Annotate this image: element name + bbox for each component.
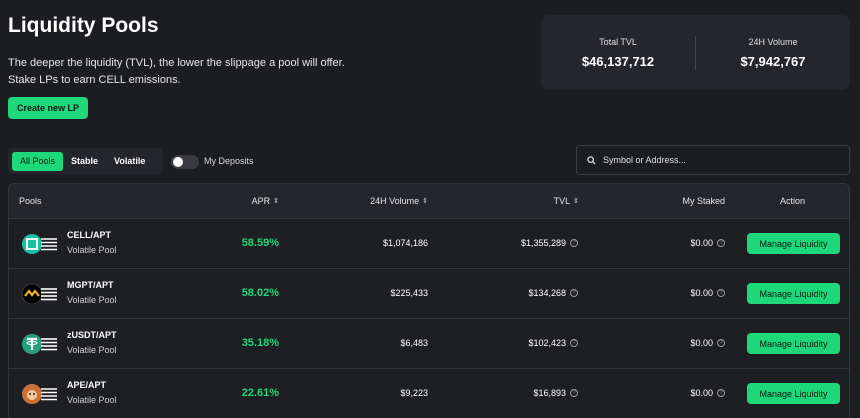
pool-staked: $0.00? xyxy=(690,288,725,298)
manage-liquidity-button[interactable]: Manage Liquidity xyxy=(747,233,840,254)
pool-name[interactable]: APE/APT xyxy=(67,380,107,390)
search-box xyxy=(576,145,850,175)
info-icon[interactable]: ? xyxy=(570,389,578,397)
pool-staked-value: $0.00 xyxy=(690,338,713,348)
header-apr-label: APR xyxy=(251,196,271,206)
header-staked-label: My Staked xyxy=(682,196,725,206)
header-volume[interactable]: 24H Volume ⇕ xyxy=(370,196,428,206)
pool-staked: $0.00? xyxy=(690,238,725,248)
header-action-label: Action xyxy=(780,196,806,206)
cell-token-icon xyxy=(22,234,57,254)
pool-staked: $0.00? xyxy=(690,338,725,348)
pool-staked-value: $0.00 xyxy=(690,388,713,398)
pool-type: Volatile Pool xyxy=(67,345,117,355)
volume-label: 24H Volume xyxy=(748,36,798,47)
info-icon[interactable]: ? xyxy=(570,339,578,347)
header-pools-label: Pools xyxy=(19,196,42,206)
table-row: zUSDT/APT Volatile Pool 35.18% $6,483 $1… xyxy=(9,318,849,368)
pool-tvl-value: $1,355,289 xyxy=(520,238,566,248)
table-header: Pools APR ⇕ 24H Volume ⇕ TVL ⇕ My Staked… xyxy=(9,184,849,218)
total-tvl-label: Total TVL xyxy=(599,36,637,47)
pool-tvl: $102,423? xyxy=(528,338,578,348)
sort-icon: ⇕ xyxy=(422,198,428,205)
volume-value: $7,942,767 xyxy=(740,53,806,69)
pool-apr: 22.61% xyxy=(241,387,279,399)
pool-type: Volatile Pool xyxy=(67,395,117,405)
pool-filter-tabs: All Pools Stable Volatile xyxy=(8,148,163,174)
pool-name[interactable]: zUSDT/APT xyxy=(67,330,117,340)
manage-liquidity-button[interactable]: Manage Liquidity xyxy=(747,333,840,354)
info-icon[interactable]: ? xyxy=(717,339,725,347)
table-row: APE/APT Volatile Pool 22.61% $9,223 $16,… xyxy=(9,368,849,418)
pool-tvl: $134,268? xyxy=(528,288,578,298)
sort-icon: ⇕ xyxy=(273,198,279,205)
table-row: MGPT/APT Volatile Pool 58.02% $225,433 $… xyxy=(9,268,849,318)
mgpt-token-icon xyxy=(21,283,57,305)
tab-all-pools[interactable]: All Pools xyxy=(12,151,64,171)
toggle-knob xyxy=(173,157,183,167)
pool-volume: $6,483 xyxy=(400,338,428,348)
pool-apr: 35.18% xyxy=(241,337,279,349)
pool-staked-value: $0.00 xyxy=(690,288,713,298)
pool-tvl-value: $134,268 xyxy=(528,288,566,298)
info-icon[interactable]: ? xyxy=(717,239,725,247)
total-tvl-value: $46,137,712 xyxy=(581,53,655,69)
usdt-token-icon xyxy=(22,334,57,354)
header-volume-label: 24H Volume xyxy=(370,196,420,206)
pool-name[interactable]: CELL/APT xyxy=(67,230,111,240)
header-pools: Pools xyxy=(19,196,42,206)
pool-apr: 58.02% xyxy=(241,287,279,299)
search-icon xyxy=(587,155,596,165)
pool-volume: $225,433 xyxy=(390,288,428,298)
pool-staked: $0.00? xyxy=(690,388,725,398)
header-action: Action xyxy=(780,196,805,206)
volume-stat: 24H Volume $7,942,767 xyxy=(696,37,850,69)
my-deposits-label: My Deposits xyxy=(204,156,254,166)
pool-tvl: $16,893? xyxy=(533,388,578,398)
pool-staked-value: $0.00 xyxy=(690,238,713,248)
info-icon[interactable]: ? xyxy=(717,389,725,397)
pools-table: Pools APR ⇕ 24H Volume ⇕ TVL ⇕ My Staked… xyxy=(8,183,850,418)
manage-liquidity-button[interactable]: Manage Liquidity xyxy=(747,283,840,304)
pool-tvl-value: $102,423 xyxy=(528,338,566,348)
description-line-1: The deeper the liquidity (TVL), the lowe… xyxy=(8,57,345,69)
total-tvl-stat: Total TVL $46,137,712 xyxy=(541,37,695,69)
manage-liquidity-button[interactable]: Manage Liquidity xyxy=(747,383,840,404)
stats-divider xyxy=(695,35,696,70)
create-lp-button[interactable]: Create new LP xyxy=(8,97,88,119)
my-deposits-toggle[interactable] xyxy=(171,155,199,169)
pool-type: Volatile Pool xyxy=(67,295,117,305)
description-line-2: Stake LPs to earn CELL emissions. xyxy=(8,74,181,86)
pool-name[interactable]: MGPT/APT xyxy=(67,280,114,290)
info-icon[interactable]: ? xyxy=(570,239,578,247)
page-title: Liquidity Pools xyxy=(8,14,159,37)
search-input[interactable] xyxy=(603,155,843,165)
pool-apr: 58.59% xyxy=(241,237,279,249)
header-tvl-label: TVL xyxy=(553,196,571,206)
tab-stable[interactable]: Stable xyxy=(71,156,99,166)
pool-volume: $1,074,186 xyxy=(382,238,428,248)
pool-tvl: $1,355,289? xyxy=(521,238,578,248)
ape-token-icon xyxy=(22,384,57,404)
sort-icon: ⇕ xyxy=(573,198,579,205)
header-apr[interactable]: APR ⇕ xyxy=(252,196,279,206)
table-row: CELL/APT Volatile Pool 58.59% $1,074,186… xyxy=(9,218,849,268)
pool-type: Volatile Pool xyxy=(67,245,117,255)
pool-tvl-value: $16,893 xyxy=(533,388,566,398)
stats-panel: Total TVL $46,137,712 24H Volume $7,942,… xyxy=(541,15,850,90)
info-icon[interactable]: ? xyxy=(570,289,578,297)
tab-volatile[interactable]: Volatile xyxy=(114,156,146,166)
page-description: The deeper the liquidity (TVL), the lowe… xyxy=(8,55,368,89)
info-icon[interactable]: ? xyxy=(717,289,725,297)
header-tvl[interactable]: TVL ⇕ xyxy=(554,196,579,206)
pool-volume: $9,223 xyxy=(400,388,428,398)
header-staked: My Staked xyxy=(682,196,725,206)
